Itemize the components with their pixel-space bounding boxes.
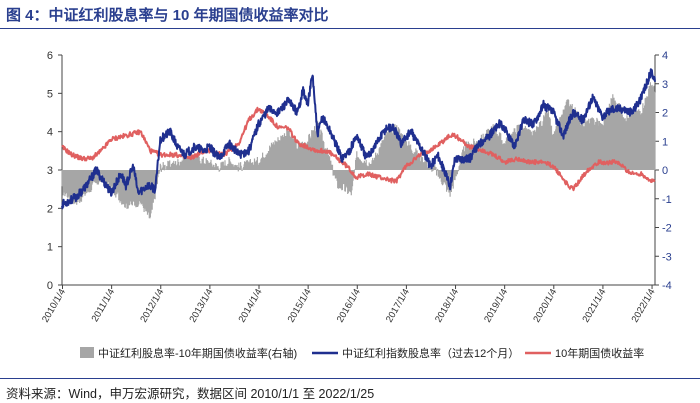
chart-title: 图 4：中证红利股息率与 10 年期国债收益率对比 [6, 7, 329, 24]
spread-area-series [61, 82, 656, 219]
x-tick-label: 2012/1/4 [138, 287, 166, 325]
x-tick-label: 2022/1/4 [630, 287, 658, 325]
right-tick-label: 2 [662, 108, 668, 120]
x-tick-label: 2013/1/4 [187, 287, 215, 325]
right-tick-label: 4 [662, 50, 668, 62]
source-rule [0, 378, 700, 379]
legend-label-dividend: 中证红利指数股息率（过去12个月） [342, 346, 519, 360]
right-tick-label: -4 [662, 280, 672, 292]
bond-yield-line [61, 106, 656, 192]
right-tick-label: -1 [662, 194, 672, 206]
chart-svg: 0 1 2 3 4 5 6 -4 -3 -2 -1 0 1 2 3 4 2010/1/4 2011/1/4 2012… [40, 50, 672, 360]
left-tick-label: 6 [47, 50, 53, 62]
x-tick-label: 2018/1/4 [433, 287, 461, 325]
legend-label-spread: 中证红利股息率-10年期国债收益率(右轴) [98, 346, 297, 360]
left-tick-label: 5 [47, 88, 53, 100]
right-tick-label: -2 [662, 223, 672, 235]
x-tick-label: 2017/1/4 [384, 287, 412, 325]
dividend-yield-line [61, 68, 656, 210]
x-tick-label: 2016/1/4 [335, 287, 363, 325]
legend-label-bond: 10年期国债收益率 [555, 346, 644, 360]
left-tick-label: 1 [47, 242, 53, 254]
right-tick-label: 0 [662, 165, 668, 177]
right-tick-label: 1 [662, 136, 668, 148]
source-note: 资料来源：Wind，申万宏源研究，数据区间 2010/1/1 至 2022/1/… [6, 387, 375, 401]
left-tick-label: 0 [47, 280, 53, 292]
x-tick-label: 2019/1/4 [482, 287, 510, 325]
legend-swatch-spread [80, 347, 94, 358]
right-tick-label: 3 [662, 79, 668, 91]
title-rule [0, 28, 700, 29]
x-tick-label: 2015/1/4 [286, 287, 314, 325]
x-tick-label: 2014/1/4 [237, 287, 265, 325]
x-tick-label: 2011/1/4 [90, 287, 118, 324]
x-tick-label: 2021/1/4 [581, 287, 609, 325]
right-tick-label: -3 [662, 251, 672, 263]
left-tick-label: 2 [47, 203, 53, 215]
x-tick-label: 2020/1/4 [531, 287, 559, 325]
x-tick-label: 2010/1/4 [40, 287, 68, 325]
left-tick-label: 3 [47, 165, 53, 177]
left-tick-label: 4 [47, 127, 53, 139]
